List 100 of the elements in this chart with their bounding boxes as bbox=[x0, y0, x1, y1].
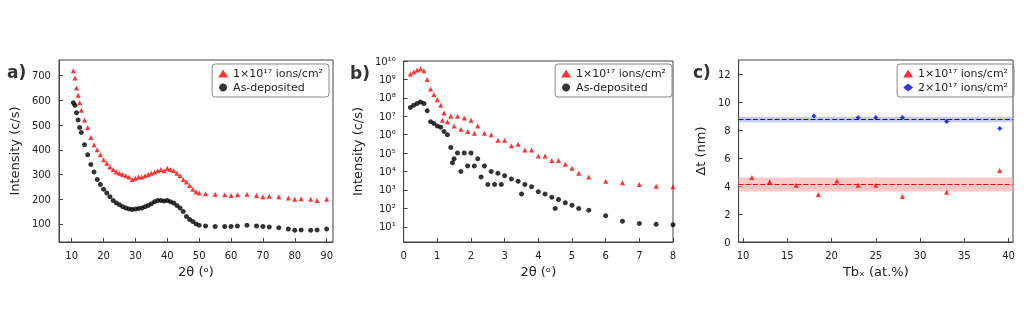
point bbox=[193, 189, 199, 195]
point bbox=[944, 189, 950, 195]
point bbox=[448, 145, 454, 151]
y-tick-label: 2 bbox=[724, 208, 731, 220]
x-tick-label: 80 bbox=[288, 249, 302, 261]
point bbox=[234, 223, 240, 229]
point bbox=[70, 68, 76, 74]
point bbox=[502, 173, 508, 179]
point bbox=[107, 164, 113, 170]
point bbox=[97, 152, 103, 158]
point bbox=[88, 134, 94, 140]
y-tick-label: 10⁵ bbox=[378, 147, 396, 159]
x-tick-label: 10 bbox=[736, 249, 750, 261]
point bbox=[180, 209, 186, 215]
chart-title: b) bbox=[350, 62, 370, 83]
point bbox=[97, 181, 103, 187]
point bbox=[556, 197, 562, 203]
y-axis-title: Intensity (c/s) bbox=[350, 106, 365, 197]
point bbox=[636, 221, 642, 227]
point bbox=[190, 186, 196, 192]
point bbox=[314, 197, 320, 203]
y-tick-label: 10² bbox=[378, 202, 396, 214]
y-tick-label: 700 bbox=[31, 70, 51, 82]
x-tick-label: 35 bbox=[957, 249, 971, 261]
chart-title: a) bbox=[7, 61, 27, 82]
point bbox=[997, 126, 1003, 132]
point bbox=[576, 205, 582, 211]
x-tick-label: 50 bbox=[192, 249, 206, 261]
point bbox=[222, 223, 228, 229]
point bbox=[417, 66, 423, 72]
x-tick-label: 3 bbox=[501, 249, 508, 261]
x-tick-label: 6 bbox=[602, 249, 609, 261]
point bbox=[411, 69, 417, 75]
point bbox=[266, 193, 272, 199]
legend-label: 2×10¹⁷ ions/cm² bbox=[918, 81, 1009, 94]
y-tick-label: 300 bbox=[31, 168, 51, 180]
y-tick-label: 10⁷ bbox=[378, 110, 396, 122]
y-tick-label: 10³ bbox=[378, 184, 396, 196]
x-tick-label: 40 bbox=[1002, 249, 1015, 261]
point bbox=[428, 86, 434, 92]
point bbox=[535, 189, 541, 195]
point bbox=[465, 128, 471, 134]
point bbox=[212, 223, 218, 229]
point bbox=[324, 196, 330, 202]
point bbox=[168, 167, 173, 173]
y-tick-label: 10⁴ bbox=[378, 166, 396, 178]
point bbox=[603, 213, 609, 219]
y-tick-label: 10 bbox=[717, 96, 731, 108]
x-tick-label: 1 bbox=[434, 249, 441, 261]
point bbox=[873, 182, 879, 188]
point bbox=[298, 196, 304, 202]
point bbox=[815, 191, 821, 197]
point bbox=[72, 75, 78, 81]
point bbox=[91, 142, 97, 148]
point bbox=[441, 110, 447, 116]
point bbox=[899, 114, 905, 120]
point bbox=[495, 170, 501, 176]
point bbox=[455, 113, 461, 119]
point bbox=[421, 100, 427, 106]
point bbox=[78, 129, 84, 135]
point bbox=[873, 114, 879, 120]
point bbox=[85, 152, 91, 158]
point bbox=[495, 137, 501, 143]
y-tick-label: 400 bbox=[31, 144, 51, 156]
point bbox=[266, 224, 272, 230]
point bbox=[260, 223, 266, 229]
x-tick-label: 60 bbox=[224, 249, 238, 261]
point bbox=[101, 157, 107, 163]
y-tick-label: 10¹⁰ bbox=[374, 55, 396, 67]
point bbox=[292, 196, 298, 202]
point bbox=[212, 191, 218, 197]
point bbox=[492, 181, 498, 187]
x-tick-label: 20 bbox=[97, 249, 110, 261]
point bbox=[549, 157, 555, 163]
y-tick-label: 600 bbox=[31, 94, 51, 106]
point bbox=[529, 184, 535, 190]
legend-label: 1×10¹⁷ ions/cm² bbox=[576, 67, 667, 80]
x-axis-title: 2θ (ᵒ) bbox=[520, 263, 557, 279]
point bbox=[276, 225, 282, 231]
point bbox=[481, 130, 487, 136]
point bbox=[187, 183, 193, 189]
point bbox=[515, 141, 521, 147]
point bbox=[451, 156, 457, 162]
point bbox=[183, 214, 189, 220]
point bbox=[471, 130, 477, 136]
point bbox=[113, 169, 119, 175]
x-tick-label: 25 bbox=[869, 249, 883, 261]
point bbox=[562, 200, 568, 206]
point bbox=[448, 113, 454, 119]
chart-title: c) bbox=[693, 61, 711, 82]
point bbox=[308, 227, 314, 233]
point bbox=[228, 193, 234, 199]
point bbox=[74, 85, 80, 91]
y-axis-title: Δt (nm) bbox=[693, 126, 708, 176]
y-tick-label: 8 bbox=[724, 124, 731, 136]
point bbox=[234, 192, 240, 198]
point bbox=[461, 115, 467, 121]
point bbox=[475, 156, 481, 162]
point bbox=[749, 175, 755, 181]
y-tick-label: 0 bbox=[724, 236, 731, 248]
